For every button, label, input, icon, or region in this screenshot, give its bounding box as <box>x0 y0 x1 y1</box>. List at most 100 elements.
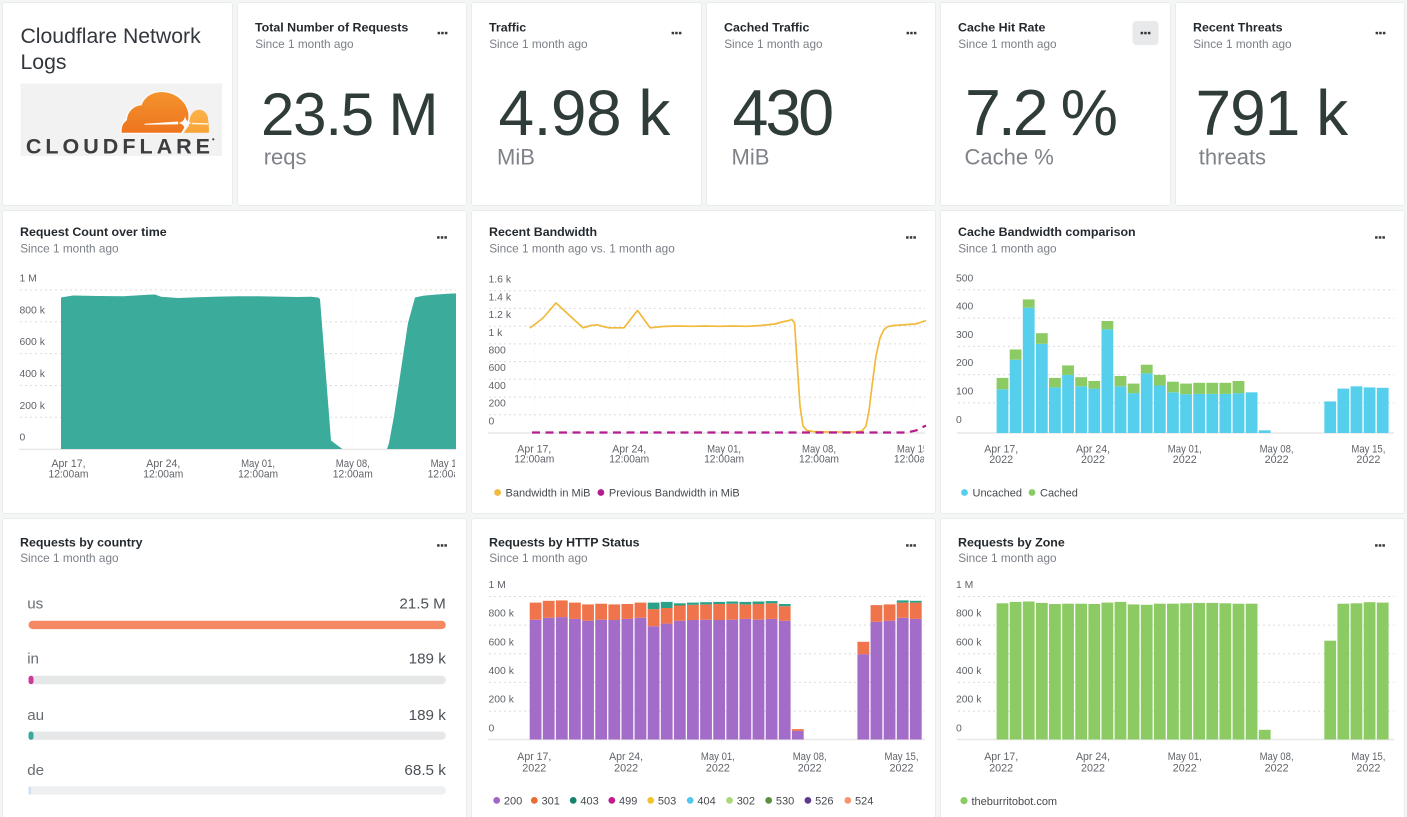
svg-text:Since 1 month ago vs. 1 month: Since 1 month ago vs. 1 month ago <box>489 241 675 255</box>
svg-text:Since 1 month ago: Since 1 month ago <box>958 551 1057 565</box>
svg-text:au: au <box>27 707 44 724</box>
svg-text:Since 1 month ago: Since 1 month ago <box>958 241 1057 255</box>
svg-text:500: 500 <box>956 273 974 284</box>
svg-text:Since 1 month ago: Since 1 month ago <box>489 37 588 51</box>
svg-text:200 k: 200 k <box>20 401 46 412</box>
svg-text:Since 1 month ago: Since 1 month ago <box>958 37 1057 51</box>
svg-text:300: 300 <box>956 330 974 341</box>
svg-text:791 k: 791 k <box>1195 77 1349 149</box>
svg-text:MiB: MiB <box>497 145 535 170</box>
svg-text:2022: 2022 <box>989 454 1013 466</box>
svg-text:2022: 2022 <box>1173 762 1197 774</box>
svg-text:2022: 2022 <box>890 762 914 774</box>
svg-text:12:00am: 12:00am <box>238 468 278 480</box>
svg-text:Cloudflare Network: Cloudflare Network <box>21 25 202 48</box>
svg-text:2022: 2022 <box>522 762 546 774</box>
svg-text:Apr 24,: Apr 24, <box>1076 751 1110 763</box>
svg-text:Since 1 month ago: Since 1 month ago <box>20 551 119 565</box>
svg-text:Cache %: Cache % <box>965 145 1054 170</box>
svg-text:Apr 17,: Apr 17, <box>52 458 86 470</box>
svg-text:May 08,: May 08, <box>1260 444 1294 456</box>
svg-text:403: 403 <box>580 795 598 807</box>
svg-text:Since 1 month ago: Since 1 month ago <box>724 37 823 51</box>
svg-text:200 k: 200 k <box>956 695 982 706</box>
svg-text:100: 100 <box>956 387 974 398</box>
svg-text:12:00am: 12:00am <box>143 468 183 480</box>
svg-text:Previous Bandwidth in MiB: Previous Bandwidth in MiB <box>609 488 740 500</box>
svg-text:Requests by HTTP Status: Requests by HTTP Status <box>489 535 640 549</box>
svg-text:0: 0 <box>956 415 962 426</box>
svg-text:Total Number of Requests: Total Number of Requests <box>255 20 408 34</box>
svg-text:MiB: MiB <box>731 145 769 170</box>
svg-text:1.4 k: 1.4 k <box>489 292 512 303</box>
svg-text:CLOUDFLARE: CLOUDFLARE <box>26 135 214 159</box>
svg-text:Apr 24,: Apr 24, <box>609 751 643 763</box>
svg-text:68.5 k: 68.5 k <box>404 762 446 779</box>
svg-text:12:00am: 12:00am <box>49 468 89 480</box>
svg-text:400 k: 400 k <box>489 666 515 677</box>
svg-text:600 k: 600 k <box>956 637 982 648</box>
svg-text:Cached Traffic: Cached Traffic <box>724 20 809 34</box>
svg-text:Cache Hit Rate: Cache Hit Rate <box>958 20 1046 34</box>
svg-text:May 15,: May 15, <box>431 458 465 470</box>
svg-text:2022: 2022 <box>1173 454 1197 466</box>
svg-text:1 k: 1 k <box>489 328 504 339</box>
svg-text:2022: 2022 <box>1081 454 1105 466</box>
svg-text:us: us <box>27 595 43 612</box>
svg-text:524: 524 <box>855 795 873 807</box>
svg-text:2022: 2022 <box>989 762 1013 774</box>
svg-text:301: 301 <box>542 795 560 807</box>
svg-text:526: 526 <box>815 795 833 807</box>
svg-text:Request Count over time: Request Count over time <box>20 225 167 239</box>
svg-text:400 k: 400 k <box>20 369 46 380</box>
svg-text:2022: 2022 <box>1265 454 1289 466</box>
svg-text:499: 499 <box>619 795 637 807</box>
svg-text:12:00am: 12:00am <box>609 454 649 466</box>
svg-text:2022: 2022 <box>1356 454 1380 466</box>
svg-text:1 M: 1 M <box>489 580 506 591</box>
svg-text:600 k: 600 k <box>489 637 515 648</box>
svg-text:Since 1 month ago: Since 1 month ago <box>255 37 354 51</box>
svg-text:400: 400 <box>956 302 974 313</box>
svg-text:May 01,: May 01, <box>707 444 741 456</box>
svg-text:800: 800 <box>489 346 507 357</box>
svg-text:1 M: 1 M <box>956 580 973 591</box>
svg-text:12:00am: 12:00am <box>514 454 554 466</box>
svg-text:May 08,: May 08, <box>1260 751 1294 763</box>
svg-text:reqs: reqs <box>263 145 306 170</box>
svg-text:May 15,: May 15, <box>897 444 931 456</box>
svg-text:2022: 2022 <box>1356 762 1380 774</box>
svg-text:May 15,: May 15, <box>885 751 919 763</box>
svg-text:12:00am: 12:00am <box>428 468 468 480</box>
svg-text:189 k: 189 k <box>409 707 447 724</box>
svg-text:Recent Threats: Recent Threats <box>1193 20 1283 34</box>
svg-text:Apr 17,: Apr 17, <box>984 751 1018 763</box>
svg-text:800 k: 800 k <box>20 305 46 316</box>
svg-text:0: 0 <box>20 433 26 444</box>
svg-text:4.98 k: 4.98 k <box>499 77 672 149</box>
svg-text:189 k: 189 k <box>409 651 447 668</box>
svg-text:1 M: 1 M <box>20 273 37 284</box>
svg-text:12:00am: 12:00am <box>333 468 373 480</box>
svg-text:Requests by country: Requests by country <box>20 535 143 549</box>
svg-text:2022: 2022 <box>1081 762 1105 774</box>
svg-text:200: 200 <box>489 399 507 410</box>
svg-text:Traffic: Traffic <box>489 20 526 34</box>
svg-text:Requests by Zone: Requests by Zone <box>958 535 1065 549</box>
svg-text:theburritobot.com: theburritobot.com <box>972 796 1058 808</box>
svg-text:Apr 24,: Apr 24, <box>146 458 180 470</box>
svg-text:404: 404 <box>697 795 715 807</box>
svg-text:Since 1 month ago: Since 1 month ago <box>1193 37 1292 51</box>
svg-text:12:00am: 12:00am <box>704 454 744 466</box>
svg-text:Since 1 month ago: Since 1 month ago <box>489 551 588 565</box>
svg-text:Logs: Logs <box>21 51 67 74</box>
svg-text:Apr 17,: Apr 17, <box>517 751 551 763</box>
svg-text:503: 503 <box>658 795 676 807</box>
svg-text:0: 0 <box>489 723 495 734</box>
svg-text:600 k: 600 k <box>20 337 46 348</box>
svg-text:threats: threats <box>1198 145 1265 170</box>
svg-text:23.5 M: 23.5 M <box>261 81 437 148</box>
svg-text:800 k: 800 k <box>956 609 982 620</box>
svg-text:12:00am: 12:00am <box>799 454 839 466</box>
svg-text:May 08,: May 08, <box>793 751 827 763</box>
